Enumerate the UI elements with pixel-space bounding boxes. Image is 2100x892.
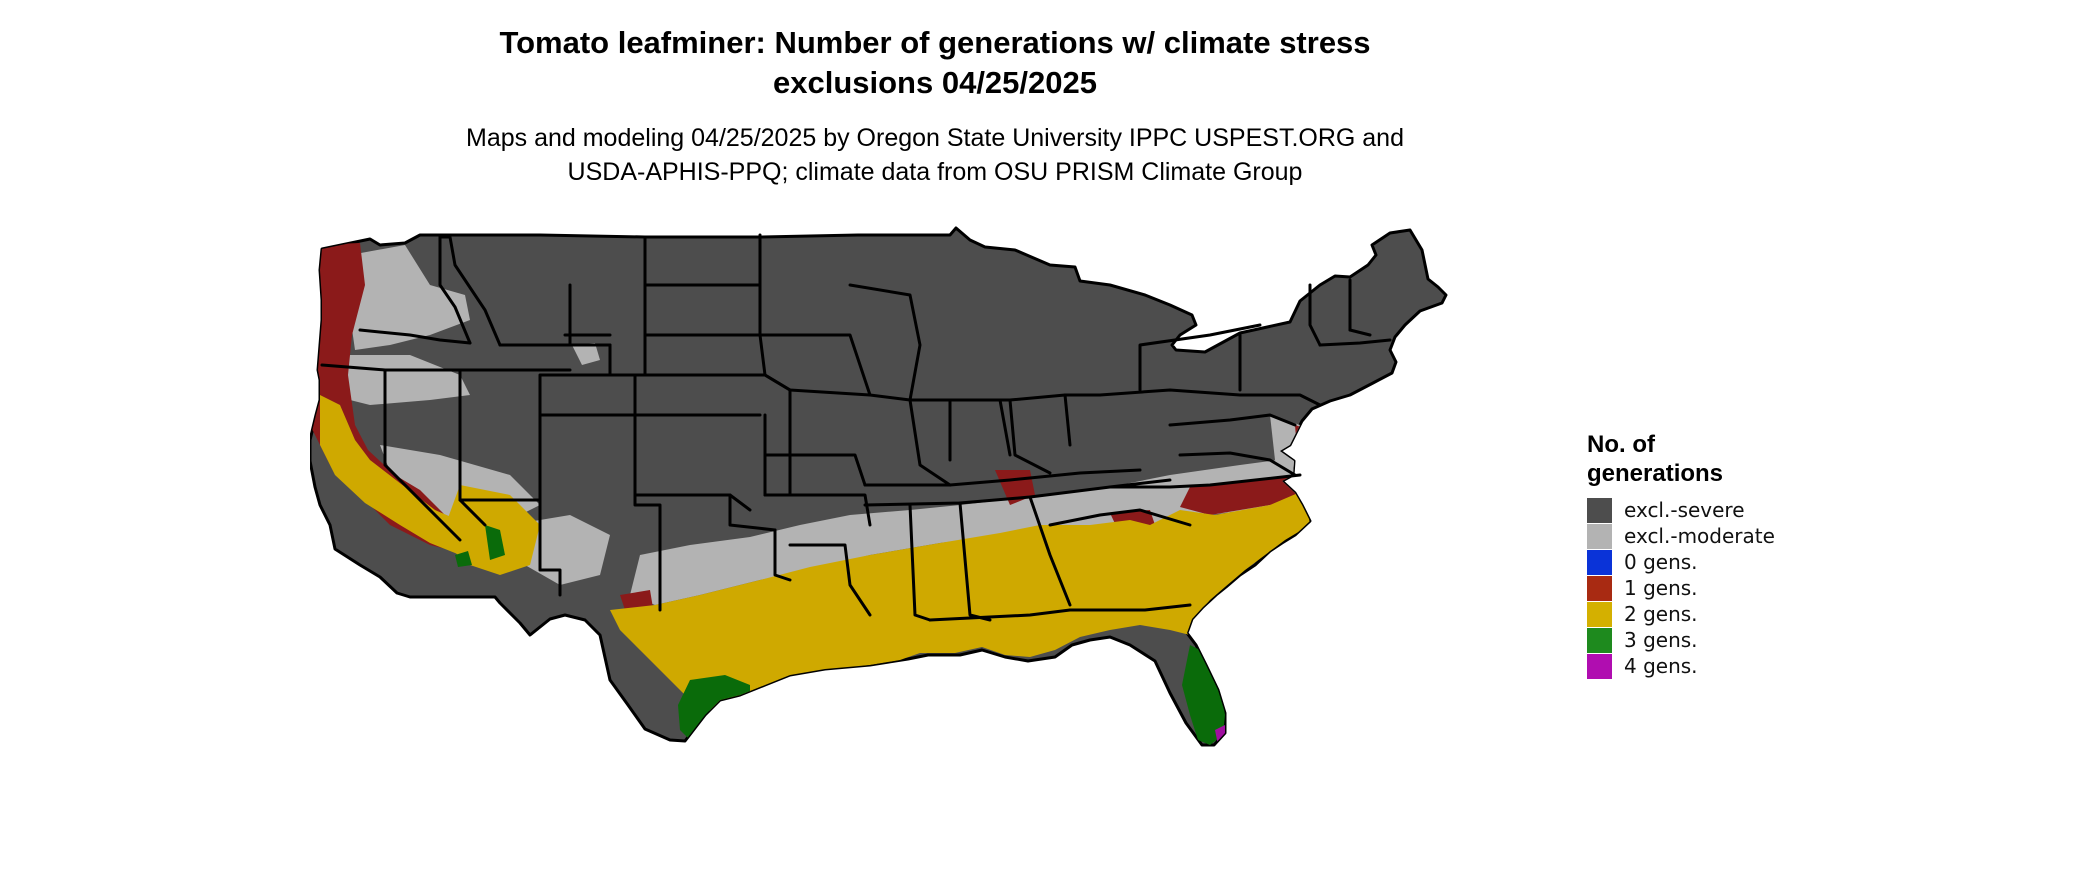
map-title-line-2: exclusions 04/25/2025: [772, 65, 1097, 100]
legend-swatch-2-gens: [1587, 601, 1612, 627]
legend-label-2-gens: 2 gens.: [1624, 602, 1698, 626]
legend-swatch-excl-moderate: [1587, 523, 1612, 549]
us-map: [310, 225, 1570, 890]
legend-item-excl-severe: excl.-severe: [1587, 497, 1887, 523]
one-gen-zone-delmarva: [1295, 425, 1312, 487]
legend-swatch-4-gens: [1587, 653, 1612, 679]
legend-item-4-gens: 4 gens.: [1587, 653, 1887, 679]
map-subtitle-line-1: Maps and modeling 04/25/2025 by Oregon S…: [466, 124, 1404, 152]
three-gen-zone-sonoran: [485, 525, 505, 560]
legend-title-line-1: No. of: [1587, 431, 1655, 458]
legend-swatch-0-gens: [1587, 549, 1612, 575]
legend-label-3-gens: 3 gens.: [1624, 628, 1698, 652]
moderate-zone-south-central: [630, 457, 1300, 605]
legend-label-excl-severe: excl.-severe: [1624, 498, 1745, 522]
legend-title: No. of generations: [1587, 430, 1887, 488]
legend-swatch-3-gens: [1587, 627, 1612, 653]
map-title-line-1: Tomato leafminer: Number of generations …: [499, 25, 1371, 60]
two-gen-zone-gulf-south: [610, 490, 1310, 711]
moderate-zone-pacific-nw: [350, 245, 470, 350]
legend-item-3-gens: 3 gens.: [1587, 627, 1887, 653]
us-map-svg: [310, 226, 1448, 747]
legend-item-1-gens: 1 gens.: [1587, 575, 1887, 601]
moderate-zone-utah-patch: [572, 343, 600, 365]
legend-label-0-gens: 0 gens.: [1624, 550, 1698, 574]
moderate-zone-oregon: [345, 355, 470, 405]
state-borders: [320, 233, 1392, 622]
legend-label-4-gens: 4 gens.: [1624, 654, 1698, 678]
legend-label-excl-moderate: excl.-moderate: [1624, 524, 1775, 548]
legend-label-1-gens: 1 gens.: [1624, 576, 1698, 600]
three-gen-zone-socal: [455, 551, 472, 567]
legend-title-line-2: generations: [1587, 460, 1724, 487]
legend-item-excl-moderate: excl.-moderate: [1587, 523, 1887, 549]
legend-items: excl.-severe excl.-moderate 0 gens. 1 ge…: [1587, 497, 1887, 679]
legend-item-0-gens: 0 gens.: [1587, 549, 1887, 575]
three-gen-zone-south-texas: [678, 675, 750, 745]
map-legend: No. of generations excl.-severe excl.-mo…: [1587, 430, 1887, 679]
legend-item-2-gens: 2 gens.: [1587, 601, 1887, 627]
legend-swatch-1-gens: [1587, 575, 1612, 601]
legend-swatch-excl-severe: [1587, 497, 1612, 523]
map-subtitle-line-2: USDA-APHIS-PPQ; climate data from OSU PR…: [567, 158, 1303, 186]
